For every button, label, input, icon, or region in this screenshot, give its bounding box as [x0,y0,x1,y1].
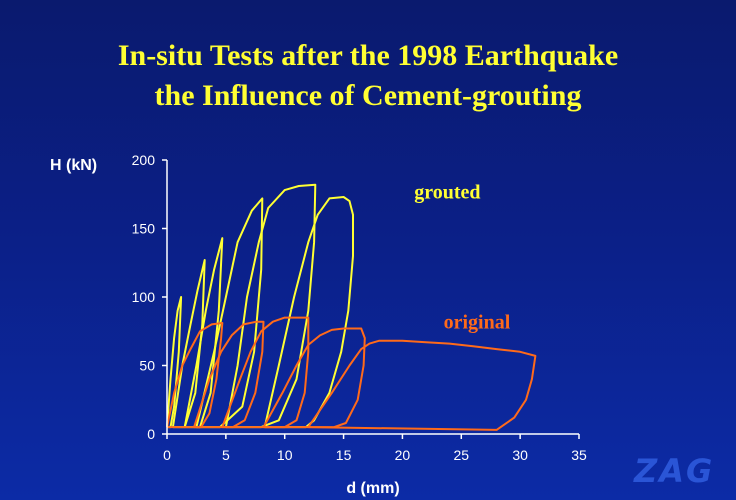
x-tick-label: 15 [336,447,352,463]
grouted-loop-3 [183,237,224,429]
grouted-loop-1 [166,296,183,429]
zag-logo: ZAG [634,452,715,490]
y-tick-label: 200 [132,152,156,168]
title-line-2: the Influence of Cement-grouting [154,79,582,112]
y-tick-label: 100 [132,289,156,305]
original-loop-1 [166,322,224,429]
axes: 0 5 10 15 20 25 30 35 0 50 100 150 200 [132,152,587,463]
grouted-loop-5 [224,183,317,429]
grouted-loop-4 [195,197,264,429]
x-tick-label: 10 [277,447,293,463]
annotation-original: original [444,312,511,334]
original-loop-2 [193,320,265,429]
y-tick-label: 0 [147,426,155,442]
y-tick-label: 50 [139,358,155,374]
original-loop-5 [307,339,537,431]
grouted-loop-2 [171,259,206,429]
x-tick-label: 30 [512,447,528,463]
page-title: In-situ Tests after the 1998 Earthquake … [0,36,736,116]
x-tick-label: 35 [571,447,587,463]
x-axis-label: d (mm) [346,480,399,497]
x-tick-label: 5 [222,447,230,463]
x-tick-label: 25 [453,447,469,463]
x-tick-label: 20 [395,447,411,463]
original-loop-3 [221,316,310,429]
y-tick-label: 150 [132,221,156,237]
y-axis-label: H (kN) [50,157,97,174]
x-tick-label: 0 [163,447,171,463]
original-loop-4 [262,327,366,429]
annotation-grouted: grouted [414,181,480,203]
title-line-1: In-situ Tests after the 1998 Earthquake [117,39,619,72]
plot-lines [166,183,537,431]
